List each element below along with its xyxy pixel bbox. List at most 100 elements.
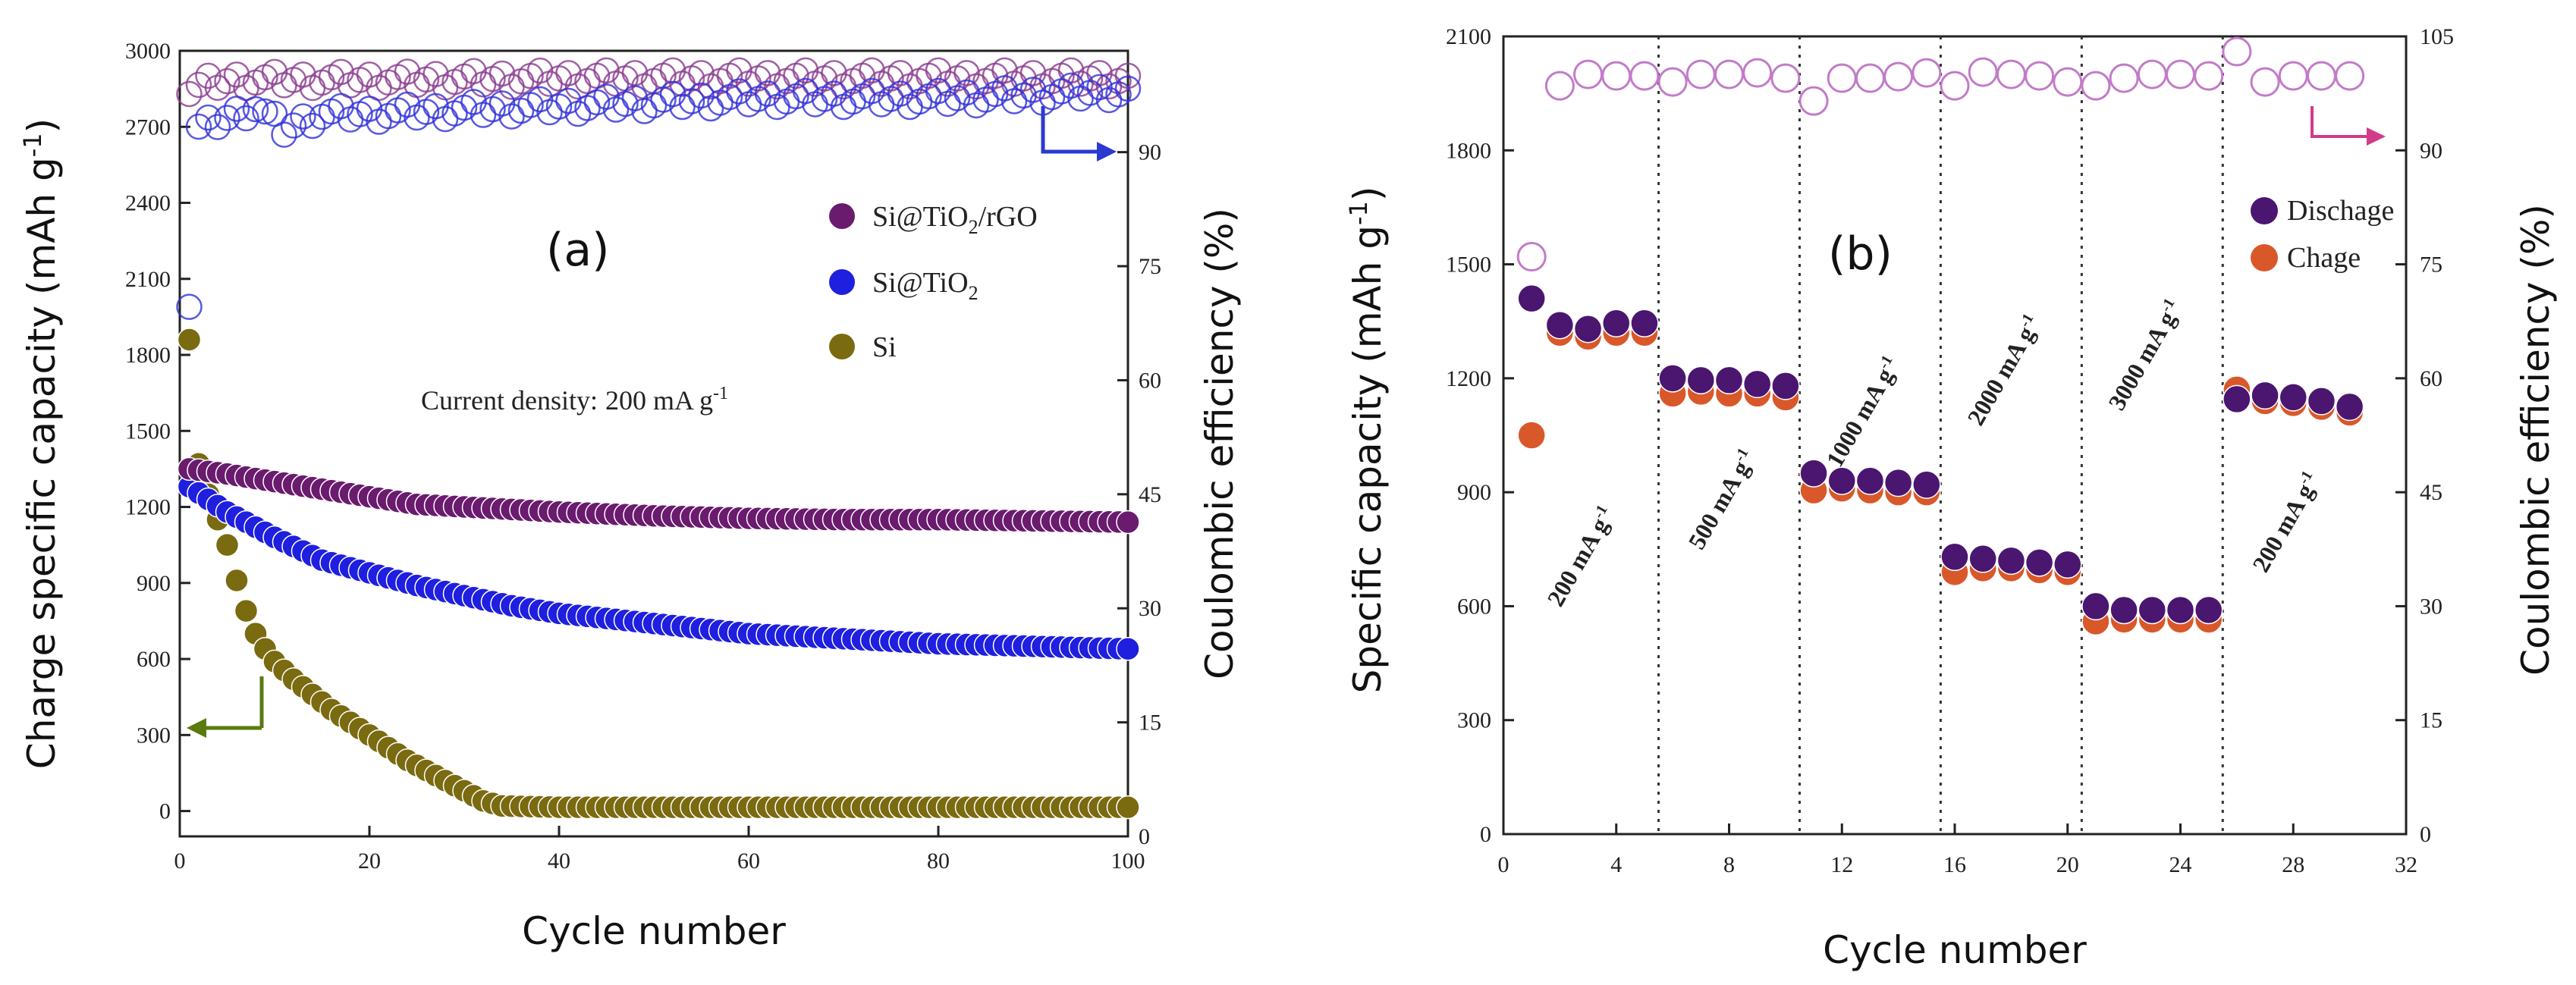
efficiency-point-a <box>754 80 781 107</box>
efficiency-point-a <box>925 57 952 84</box>
efficiency-point-a <box>460 58 487 85</box>
efficiency-point-b <box>1770 63 1801 93</box>
charge-point <box>1517 421 1546 450</box>
y2-tick-label-a: 30 <box>1139 596 1161 621</box>
efficiency-point-a <box>328 93 354 120</box>
y-axis-label-a: Charge specific capacity(mAh g-1) <box>18 118 64 769</box>
legend-b: Dischage Chage <box>2251 195 2394 274</box>
discharge-point <box>2025 548 2054 577</box>
x-tick-label-b: 4 <box>1610 852 1622 877</box>
efficiency-point-b <box>1516 242 1547 272</box>
efficiency-point-b <box>1940 71 1970 101</box>
efficiency-point-a <box>356 96 383 122</box>
efficiency-point-a <box>754 60 781 86</box>
y-tick-label-a: 900 <box>137 571 171 596</box>
discharge-point <box>2335 392 2364 422</box>
legend-marker-charge <box>2251 244 2278 271</box>
efficiency-point-a <box>526 57 554 84</box>
efficiency-point-a <box>204 114 231 140</box>
legend-label-si: Si <box>872 331 897 363</box>
y2-tick-label-b: 45 <box>2420 480 2442 505</box>
efficiency-point-a <box>204 74 231 102</box>
efficiency-point-a <box>185 71 212 99</box>
y2-tick-label-a: 0 <box>1139 824 1150 849</box>
efficiency-point-a <box>280 112 307 139</box>
efficiency-point-a <box>394 58 421 85</box>
efficiency-point-a <box>252 98 278 125</box>
efficiency-point-b <box>1798 86 1829 116</box>
y-tick-label-a: 1200 <box>125 495 171 520</box>
efficiency-point-a <box>726 57 752 84</box>
discharge-point <box>1742 369 1772 399</box>
legend-label-charge: Chage <box>2287 242 2361 274</box>
y-tick-label-b: 2100 <box>1446 24 1491 49</box>
y2-tick-label-b: 105 <box>2420 24 2454 49</box>
x-tick-label-b: 8 <box>1723 852 1735 877</box>
y2-axis-a: 0 15 30 45 60 75 90 <box>1117 140 1161 849</box>
annotation-current-density: Current density: 200 mA g-1 <box>421 384 728 416</box>
x-tick-label-a: 60 <box>737 849 760 874</box>
efficiency-point-a <box>195 104 221 131</box>
discharge-point <box>1573 314 1603 343</box>
capacity-point-a <box>1116 636 1140 661</box>
efficiency-point-b <box>2335 61 2365 91</box>
discharge-point <box>1799 459 1828 488</box>
y2-axis-b: 0 15 30 45 60 75 90 105 <box>2395 24 2454 847</box>
y2-tick-label-b: 0 <box>2420 822 2431 847</box>
discharge-point <box>1827 466 1856 495</box>
legend-marker-tio2 <box>829 269 855 295</box>
efficiency-point-a <box>1019 60 1047 86</box>
panel-label-a: (a) <box>546 224 610 277</box>
x-tick-label-a: 100 <box>1111 849 1145 874</box>
efficiency-point-b <box>2081 71 2111 101</box>
efficiency-point-a <box>223 96 250 122</box>
efficiency-point-b <box>2250 67 2280 97</box>
efficiency-point-a <box>290 103 316 130</box>
efficiency-point-a <box>726 78 752 105</box>
efficiency-point-b <box>1742 58 1773 88</box>
discharge-point <box>2109 595 2138 625</box>
panel-b: 0 4 8 12 16 20 24 28 32 030060090012001500180021… <box>1344 24 2558 972</box>
discharge-point <box>1996 546 2026 576</box>
legend-marker-discharge <box>2251 197 2278 224</box>
efficiency-point-a <box>821 60 847 86</box>
capacity-point-a <box>1116 510 1140 535</box>
efficiency-point-a <box>688 60 715 86</box>
efficiency-point-a <box>423 61 449 87</box>
discharge-point <box>2223 384 2251 414</box>
efficiency-point-a <box>1057 72 1085 99</box>
efficiency-point-a <box>688 82 715 109</box>
y-tick-label-a: 3000 <box>125 39 171 64</box>
x-tick-label-b: 32 <box>2395 852 2417 877</box>
x-tick-label-a: 80 <box>927 849 950 874</box>
panel-a: 0 20 40 60 80 100 030060090012001500180021002… <box>18 39 1242 953</box>
efficiency-point-a <box>223 61 250 88</box>
efficiency-point-a <box>176 293 203 320</box>
arrow-right-head-b <box>2367 127 2386 146</box>
efficiency-point-a <box>261 58 288 86</box>
capacity-point-a <box>1116 795 1140 820</box>
legend-label-rgo: Si@TiO2/rGO <box>872 201 1038 238</box>
y2-tick-label-a: 60 <box>1139 368 1161 393</box>
efficiency-point-a <box>242 96 269 123</box>
efficiency-point-a <box>176 80 203 108</box>
x-axis-b: 0 4 8 12 16 20 24 28 32 <box>1498 823 2417 877</box>
efficiency-point-b <box>1883 61 1914 92</box>
y2-axis-label-b: Coulombic efficiency (%) <box>2514 204 2558 676</box>
x-tick-label-b: 0 <box>1498 852 1509 877</box>
x-tick-label-b: 20 <box>2056 852 2079 877</box>
efficiency-point-a <box>214 67 240 95</box>
capacity-point-a <box>225 568 249 593</box>
y-tick-label-a: 2700 <box>125 114 171 140</box>
efficiency-point-b <box>2194 61 2224 91</box>
y2-tick-label-a: 90 <box>1139 140 1161 165</box>
y2-tick-label-b: 30 <box>2420 594 2442 619</box>
discharge-point <box>1714 365 1744 395</box>
x-tick-label-a: 0 <box>174 849 186 874</box>
y2-tick-label-a: 75 <box>1139 254 1161 279</box>
efficiency-point-a <box>1019 77 1047 103</box>
efficiency-point-a <box>214 105 240 131</box>
y-tick-label-b: 1500 <box>1446 253 1491 278</box>
efficiency-point-a <box>1086 74 1113 101</box>
